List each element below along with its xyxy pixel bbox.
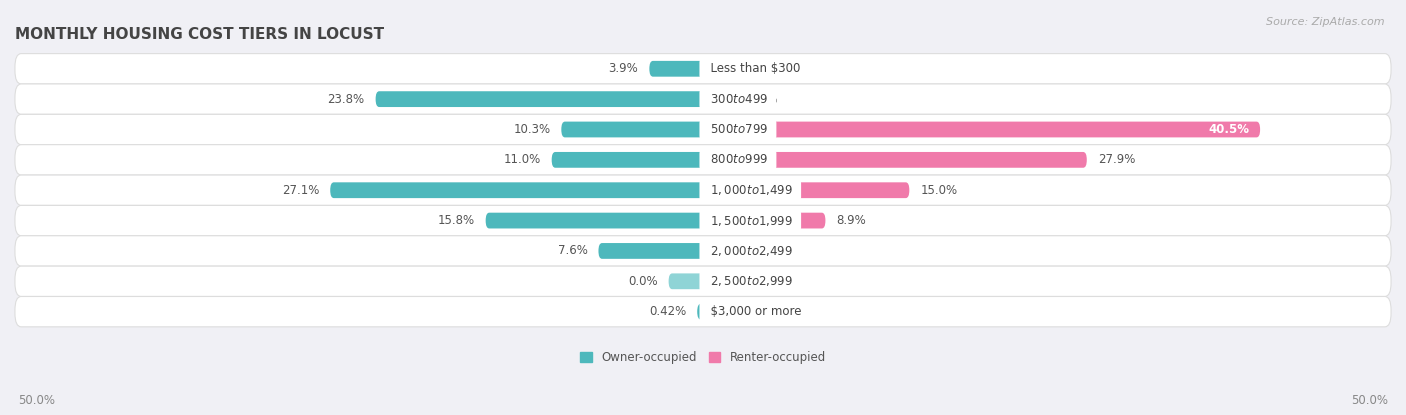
FancyBboxPatch shape xyxy=(15,236,1391,266)
Text: 0.0%: 0.0% xyxy=(748,305,778,318)
FancyBboxPatch shape xyxy=(703,273,737,289)
Text: 15.8%: 15.8% xyxy=(437,214,475,227)
FancyBboxPatch shape xyxy=(15,84,1391,114)
Text: 50.0%: 50.0% xyxy=(1351,394,1388,407)
Text: 15.0%: 15.0% xyxy=(921,184,957,197)
FancyBboxPatch shape xyxy=(703,122,1260,137)
FancyBboxPatch shape xyxy=(15,145,1391,175)
Text: $2,000 to $2,499: $2,000 to $2,499 xyxy=(703,244,797,258)
Text: $1,000 to $1,499: $1,000 to $1,499 xyxy=(703,183,797,197)
Text: 0.0%: 0.0% xyxy=(748,275,778,288)
Text: $300 to $499: $300 to $499 xyxy=(703,93,773,106)
Text: 0.0%: 0.0% xyxy=(748,93,778,106)
FancyBboxPatch shape xyxy=(15,205,1391,236)
Text: $1,500 to $1,999: $1,500 to $1,999 xyxy=(703,214,797,227)
Text: Source: ZipAtlas.com: Source: ZipAtlas.com xyxy=(1267,17,1385,27)
FancyBboxPatch shape xyxy=(15,296,1391,327)
FancyBboxPatch shape xyxy=(485,212,703,229)
FancyBboxPatch shape xyxy=(551,152,703,168)
Text: MONTHLY HOUSING COST TIERS IN LOCUST: MONTHLY HOUSING COST TIERS IN LOCUST xyxy=(15,27,384,42)
Text: 3.9%: 3.9% xyxy=(609,62,638,75)
FancyBboxPatch shape xyxy=(15,266,1391,296)
Text: 0.0%: 0.0% xyxy=(748,62,778,75)
FancyBboxPatch shape xyxy=(703,182,910,198)
FancyBboxPatch shape xyxy=(703,243,759,259)
FancyBboxPatch shape xyxy=(703,304,737,320)
Text: 27.1%: 27.1% xyxy=(281,184,319,197)
FancyBboxPatch shape xyxy=(650,61,703,77)
FancyBboxPatch shape xyxy=(15,175,1391,205)
Text: $500 to $799: $500 to $799 xyxy=(703,123,773,136)
FancyBboxPatch shape xyxy=(703,152,1087,168)
FancyBboxPatch shape xyxy=(330,182,703,198)
Legend: Owner-occupied, Renter-occupied: Owner-occupied, Renter-occupied xyxy=(575,346,831,369)
Text: $3,000 or more: $3,000 or more xyxy=(703,305,808,318)
Text: 40.5%: 40.5% xyxy=(1208,123,1249,136)
Text: 0.0%: 0.0% xyxy=(628,275,658,288)
FancyBboxPatch shape xyxy=(669,273,703,289)
Text: 10.3%: 10.3% xyxy=(513,123,550,136)
Text: 0.42%: 0.42% xyxy=(650,305,686,318)
FancyBboxPatch shape xyxy=(703,61,737,77)
FancyBboxPatch shape xyxy=(703,91,737,107)
FancyBboxPatch shape xyxy=(697,304,703,320)
FancyBboxPatch shape xyxy=(599,243,703,259)
FancyBboxPatch shape xyxy=(561,122,703,137)
Text: 50.0%: 50.0% xyxy=(18,394,55,407)
Text: 11.0%: 11.0% xyxy=(503,154,541,166)
Text: 8.9%: 8.9% xyxy=(837,214,866,227)
Text: 27.9%: 27.9% xyxy=(1098,154,1135,166)
Text: $2,500 to $2,999: $2,500 to $2,999 xyxy=(703,274,797,288)
FancyBboxPatch shape xyxy=(15,54,1391,84)
FancyBboxPatch shape xyxy=(375,91,703,107)
Text: 4.1%: 4.1% xyxy=(770,244,800,257)
Text: 23.8%: 23.8% xyxy=(328,93,364,106)
FancyBboxPatch shape xyxy=(703,212,825,229)
Text: $800 to $999: $800 to $999 xyxy=(703,154,773,166)
Text: Less than $300: Less than $300 xyxy=(703,62,808,75)
Text: 7.6%: 7.6% xyxy=(558,244,588,257)
FancyBboxPatch shape xyxy=(15,114,1391,145)
